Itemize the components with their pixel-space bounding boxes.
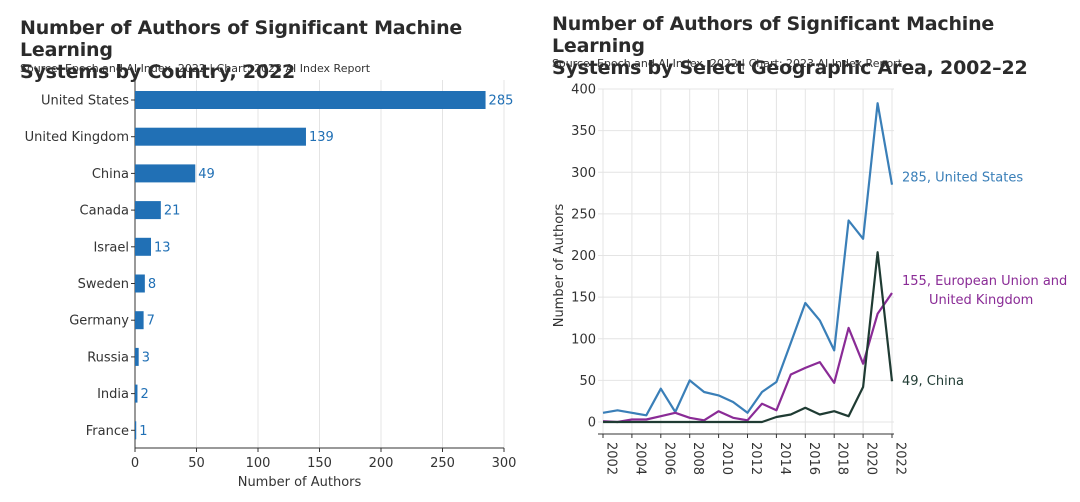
bar-value-label: 1 [139, 424, 147, 439]
right-title-line1: Number of Authors of Significant Machine… [552, 13, 995, 57]
geographic-line-chart: 0 50 100 150 200 250 300 350 400 2002 2004 2006 2008… [552, 83, 1067, 476]
category-label: Germany [69, 314, 129, 329]
x-tick-label: 0 [131, 456, 139, 471]
y-tick-label: 100 [571, 332, 596, 347]
y-tick-label: 350 [571, 124, 596, 139]
x-tick-label: 2022 [893, 442, 908, 475]
category-label: China [92, 167, 129, 182]
left-chart-title: Number of Authors of Significant Machine… [20, 17, 530, 83]
country-bar-chart-panel: Number of Authors of Significant Machine… [0, 0, 530, 502]
bar-value-label: 139 [309, 130, 334, 145]
eu-uk-line [602, 292, 893, 424]
category-label: India [97, 387, 129, 402]
y-tick-label: 200 [571, 249, 596, 264]
bar-value-label: 8 [148, 277, 156, 292]
bar-value-label: 3 [142, 350, 150, 365]
category-label: Israel [93, 240, 129, 255]
left-chart-source: Source: Epoch and AI Index, 2022 | Chart… [20, 62, 371, 75]
bar-value-label: 7 [147, 314, 155, 329]
x-tick-label: 250 [430, 456, 455, 471]
x-tick-label: 2002 [604, 442, 619, 475]
bar-value-label: 49 [198, 167, 215, 182]
category-label: United Kingdom [25, 130, 129, 145]
x-tick-label: 100 [246, 456, 271, 471]
x-tick-label: 2012 [748, 442, 763, 475]
y-tick-label: 150 [571, 291, 596, 306]
china-series-label: 49, China [902, 374, 964, 389]
bar [135, 127, 306, 146]
x-tick-label: 2010 [719, 442, 734, 475]
bar [135, 201, 161, 220]
bar [135, 164, 196, 183]
bar [135, 384, 138, 403]
x-tick-label: 2004 [632, 442, 647, 475]
bar [135, 237, 151, 256]
us-line [602, 102, 894, 417]
x-tick-label: 2006 [661, 442, 676, 475]
x-axis-title: Number of Authors [238, 475, 362, 490]
y-tick-label: 300 [571, 166, 596, 181]
eu-uk-series-label-line2: United Kingdom [929, 293, 1033, 308]
us-series-label: 285, United States [902, 171, 1023, 186]
bar [135, 91, 486, 109]
x-tick-label: 2014 [777, 442, 792, 475]
right-chart-title: Number of Authors of Significant Machine… [552, 13, 1080, 79]
x-tick-label: 2020 [864, 442, 879, 475]
left-title-line2: Systems by Country, 2022 [20, 61, 295, 83]
y-tick-label: 250 [571, 207, 596, 222]
x-tick-label: 50 [188, 456, 205, 471]
y-axis-title: Number of Authors [552, 203, 567, 327]
geographic-line-chart-panel: Number of Authors of Significant Machine… [540, 0, 1080, 502]
category-label: Russia [87, 350, 129, 365]
bar-value-label: 21 [164, 204, 181, 219]
x-tick-label: 150 [307, 456, 332, 471]
y-tick-label: 0 [588, 416, 596, 431]
country-bar-chart: 0 50 100 150 200 250 300 Number of Authors Unite… [25, 80, 517, 490]
category-label: Canada [80, 204, 129, 219]
bar [135, 274, 145, 293]
x-tick-label: 2016 [806, 442, 821, 475]
x-tick-label: 200 [369, 456, 394, 471]
china-line [603, 251, 894, 424]
x-tick-label: 2008 [690, 442, 705, 475]
bar-value-label: 2 [140, 387, 148, 402]
bar-value-label: 13 [154, 240, 171, 255]
y-tick-label: 50 [579, 374, 596, 389]
category-label: Sweden [78, 277, 129, 292]
x-tick-label: 300 [492, 456, 517, 471]
bar [135, 421, 137, 440]
eu-uk-series-label-line1: 155, European Union and [902, 274, 1067, 289]
category-label: France [86, 424, 129, 439]
right-chart-source: Source: Epoch and AI Index, 2022 | Chart… [552, 57, 903, 70]
y-tick-label: 400 [571, 83, 596, 98]
left-title-line1: Number of Authors of Significant Machine… [20, 17, 463, 61]
bar-value-label: 285 [489, 94, 514, 109]
category-label: United States [41, 94, 129, 109]
right-title-line2: Systems by Select Geographic Area, 2002–… [552, 57, 1028, 79]
x-tick-label: 2018 [835, 442, 850, 475]
bar [135, 347, 139, 366]
bar [135, 311, 144, 330]
